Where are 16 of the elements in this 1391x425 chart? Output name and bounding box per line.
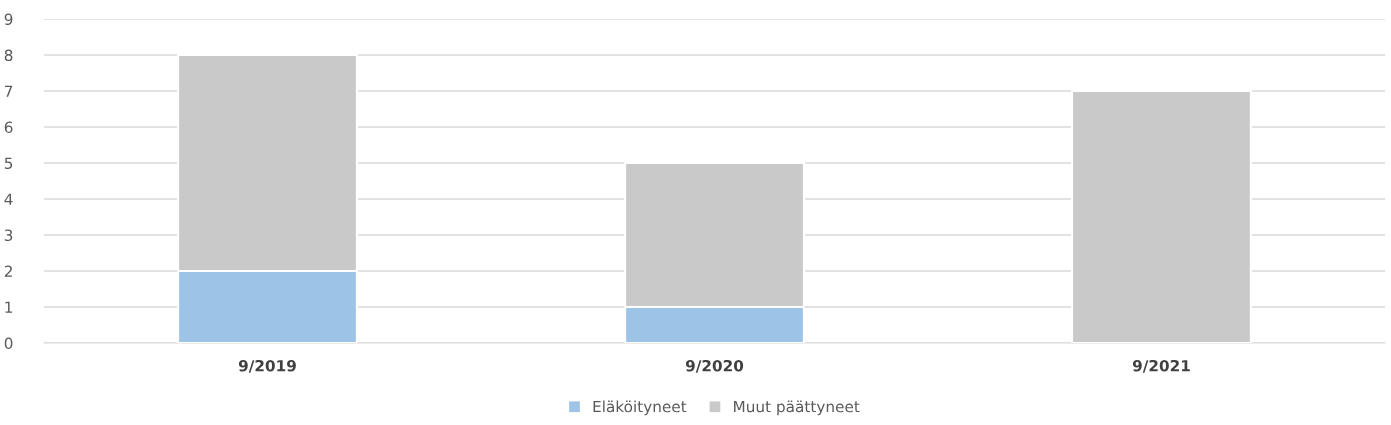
y-tick-label: 6 [4,121,13,134]
y-tick-label: 8 [4,49,13,62]
x-tick-label: 9/2021 [1132,359,1190,373]
y-tick-label: 9 [4,13,13,26]
y-tick-label: 1 [5,301,13,313]
y-tick-label: 2 [4,265,12,277]
y-tick-label: 4 [4,193,13,205]
x-tick-label: 9/2020 [685,359,744,373]
y-tick-label: 5 [4,157,13,170]
legend-label: Eläköityneet [593,400,687,416]
bar [1071,89,1252,343]
y-tick-label: 3 [4,229,13,242]
y-tick-label: 0 [4,337,13,350]
y-tick-label: 7 [4,85,13,97]
x-tick-label: 9/2019 [238,359,296,373]
legend-label: Muut päättyneet [734,400,860,416]
